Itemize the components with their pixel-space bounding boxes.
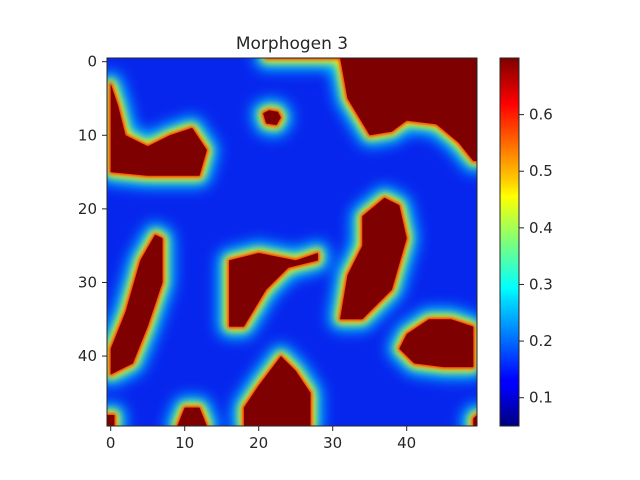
- heatmap-region-11-core: [473, 415, 477, 426]
- colorbar-tick-label: 0.6: [529, 106, 553, 124]
- heatmap-region-1-core: [110, 83, 207, 176]
- x-axis: 0 10 20 30 40: [106, 426, 416, 452]
- colorbar-tick-label: 0.2: [529, 332, 553, 350]
- y-tick-label: 20: [78, 200, 97, 218]
- heatmap-cores: [107, 58, 477, 426]
- heatmap-plot: [107, 58, 477, 426]
- heatmap-region-6-core: [399, 319, 474, 368]
- heatmap-region-10-core: [469, 58, 477, 73]
- colorbar-tick-label: 0.1: [529, 389, 553, 407]
- y-tick-label: 30: [78, 273, 97, 291]
- heatmap-region-12-core: [107, 415, 115, 426]
- colorbar: 0.1 0.2 0.3 0.4 0.5 0.6: [499, 57, 553, 427]
- x-tick-label: 40: [397, 434, 416, 452]
- y-tick-label: 0: [87, 53, 97, 71]
- heatmap-region-3-core: [340, 197, 407, 320]
- colorbar-gradient: [499, 57, 520, 427]
- x-tick-label: 20: [249, 434, 268, 452]
- heatmap-region-2-core: [266, 58, 477, 161]
- y-tick-label: 40: [78, 347, 97, 365]
- y-tick-label: 10: [78, 126, 97, 144]
- heatmap-region-9-core: [263, 110, 281, 125]
- x-tick-label: 10: [175, 434, 194, 452]
- heatmap-region-7-core: [243, 356, 311, 426]
- heatmap-region-5-core: [229, 253, 318, 327]
- colorbar-tick-label: 0.3: [529, 275, 553, 293]
- colorbar-tick-label: 0.4: [529, 219, 553, 237]
- y-axis: 0 10 20 30 40: [78, 53, 107, 365]
- heatmap-region-4-core: [110, 234, 163, 375]
- colorbar-ticks: 0.1 0.2 0.3 0.4 0.5 0.6: [519, 106, 553, 407]
- colorbar-tick-label: 0.5: [529, 162, 553, 180]
- x-tick-label: 0: [106, 434, 116, 452]
- heatmap-region-8-core: [177, 407, 207, 426]
- plot-frame: [106, 57, 478, 427]
- x-tick-label: 30: [323, 434, 342, 452]
- chart-title: Morphogen 3: [236, 34, 348, 54]
